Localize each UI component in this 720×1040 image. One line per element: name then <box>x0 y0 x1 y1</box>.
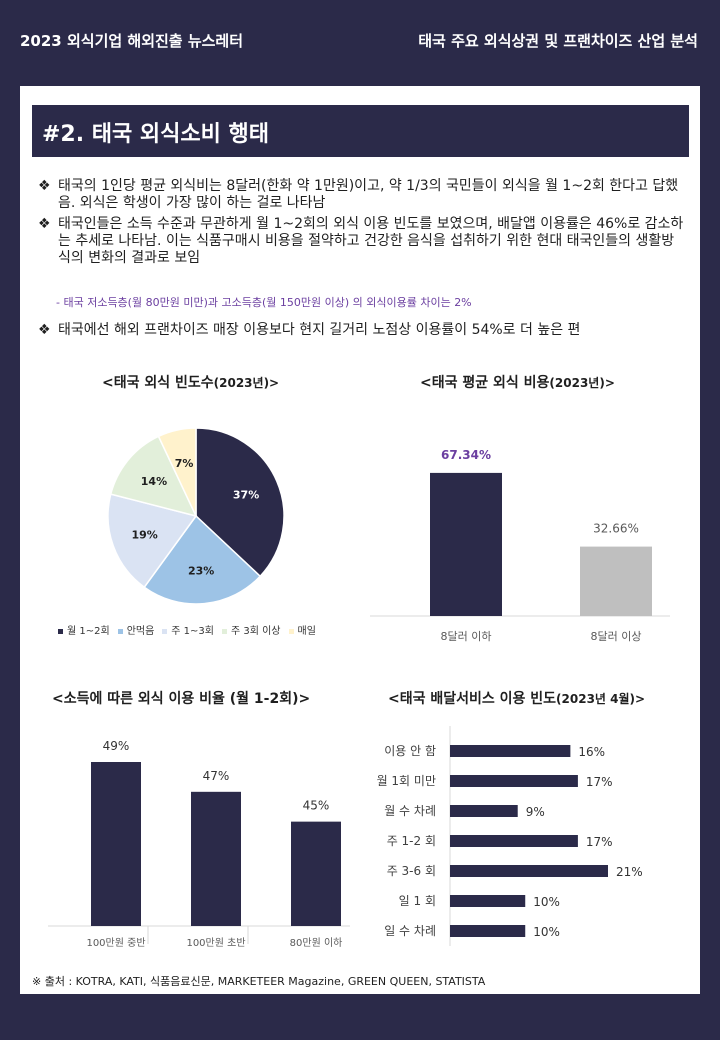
x-tick-label: 100만원 초반 <box>186 937 245 949</box>
income-bar-chart: 49% 100만원 중반 47% 100만원 초반 45% 80만원 이하 <box>48 739 350 949</box>
x-tick-label: 100만원 중반 <box>86 937 145 949</box>
legend-swatch <box>117 628 123 634</box>
y-tick-label: 월 수 차례 <box>384 804 436 818</box>
bar <box>430 472 502 616</box>
delivery-bar-chart: 이용 안 함 16% 월 1회 미만 17% 월 수 차례 9% 주 1-2 회 17% 주 3… <box>377 726 643 946</box>
diamond-bullet-icon: ❖ <box>38 178 51 194</box>
top-banner: 2023 외식기업 해외진출 뉴스레터 태국 주요 외식상권 및 프랜차이즈 산… <box>0 0 720 80</box>
pie-slice <box>107 493 198 589</box>
legend-swatch <box>162 628 168 634</box>
bar-value-label: 10% <box>533 895 560 909</box>
y-tick-label: 일 수 차례 <box>384 924 436 938</box>
pie-slice <box>195 427 285 578</box>
diamond-bullet-icon: ❖ <box>38 322 51 338</box>
bar <box>291 821 341 926</box>
bar-value-label: 32.66% <box>593 522 639 536</box>
bar <box>580 546 652 616</box>
newsletter-title: 2023 외식기업 해외진출 뉴스레터 <box>20 32 244 50</box>
bar <box>450 925 526 937</box>
pie-slice-label: 7% <box>175 457 194 470</box>
content-card: #2. 태국 외식소비 행태 ❖ 태국의 1인당 평균 외식비는 8달러(한화 … <box>20 86 700 994</box>
bar <box>450 805 518 817</box>
bar <box>450 775 578 787</box>
pie-legend: 월 1~2회 안먹음 주 1~3회 주 3회 이상 매일 <box>58 622 324 637</box>
legend-swatch <box>288 628 294 634</box>
bar-value-label: 17% <box>586 835 613 849</box>
cost-chart-title: <태국 평균 외식 비용(2023년)> <box>420 375 615 391</box>
section-title: #2. 태국 외식소비 행태 <box>32 105 689 157</box>
bar <box>450 895 526 907</box>
bullet-item: ❖ 태국의 1인당 평균 외식비는 8달러(한화 약 1만원)이고, 약 1/3… <box>38 178 686 212</box>
delivery-chart-title: <태국 배달서비스 이용 빈도(2023년 4월)> <box>388 691 646 707</box>
bar <box>91 762 141 926</box>
x-tick-label: 8달러 이하 <box>441 629 492 643</box>
x-tick-label: 8달러 이상 <box>591 630 642 643</box>
y-tick-label: 이용 안 함 <box>384 744 436 758</box>
pie-legend-item: 주 3회 이상 <box>221 626 281 637</box>
bar-value-label: 16% <box>578 745 605 759</box>
bar <box>450 745 571 757</box>
bullet-item: ❖ 태국에선 해외 프랜차이즈 매장 이용보다 현지 길거리 노점상 이용률이 … <box>38 322 686 343</box>
income-chart-title: <소득에 따른 외식 이용 비율 (월 1-2회)> <box>52 691 311 707</box>
bar-value-label: 10% <box>533 925 560 939</box>
legend-swatch <box>221 628 227 634</box>
income-note: - 태국 저소득층(월 80만원 미만)과 고소득층(월 150만원 이상) 의… <box>56 296 472 309</box>
cost-bar-chart: 67.34% 8달러 이하 32.66% 8달러 이상 <box>370 448 670 643</box>
pie-legend-item: 월 1~2회 <box>58 626 110 637</box>
bullet-list: ❖ 태국의 1인당 평균 외식비는 8달러(한화 약 1만원)이고, 약 1/3… <box>38 178 686 271</box>
pie-legend-item: 매일 <box>288 626 316 637</box>
y-tick-label: 주 1-2 회 <box>387 834 436 848</box>
pie-slice <box>157 427 197 517</box>
y-tick-label: 일 1 회 <box>399 894 436 908</box>
bar <box>450 865 608 877</box>
pie-slice-label: 14% <box>141 475 167 488</box>
pie-chart-title: <태국 외식 빈도수(2023년)> <box>102 375 280 391</box>
report-title: 태국 주요 외식상권 및 프랜차이즈 산업 분석 <box>418 32 698 50</box>
bullet-text: 태국의 1인당 평균 외식비는 8달러(한화 약 1만원)이고, 약 1/3의 … <box>58 178 679 211</box>
pie-chart: 37% 23% 19% 14% 7% <box>107 427 285 605</box>
bullet-text: 태국에선 해외 프랜차이즈 매장 이용보다 현지 길거리 노점상 이용률이 54… <box>58 322 581 338</box>
bar <box>191 791 241 926</box>
bar-value-label: 47% <box>203 769 230 783</box>
bar-value-label: 45% <box>303 799 330 813</box>
pie-slice-label: 37% <box>233 488 259 501</box>
pie-legend-item: 주 1~3회 <box>162 626 214 637</box>
diamond-bullet-icon: ❖ <box>38 216 51 232</box>
pie-legend-item: 안먹음 <box>117 626 154 637</box>
bar <box>450 835 578 847</box>
legend-swatch <box>58 628 63 634</box>
pie-slice <box>109 435 198 518</box>
bullet-item: ❖ 태국인들은 소득 수준과 무관하게 월 1~2회의 외식 이용 빈도를 보였… <box>38 216 686 267</box>
pie-slice <box>143 514 262 605</box>
bar-value-label: 49% <box>103 739 130 753</box>
bar-value-label: 17% <box>586 775 613 789</box>
pie-slice-label: 19% <box>131 528 157 541</box>
bar-value-label: 67.34% <box>441 448 491 462</box>
source-footer: ※ 출처 : KOTRA, KATI, 식품음료신문, MARKETEER Ma… <box>32 975 486 988</box>
y-tick-label: 주 3-6 회 <box>387 864 436 878</box>
bullet-text: 태국인들은 소득 수준과 무관하게 월 1~2회의 외식 이용 빈도를 보였으며… <box>58 216 684 266</box>
pie-slice-label: 23% <box>188 564 214 577</box>
y-tick-label: 월 1회 미만 <box>377 774 436 788</box>
bar-value-label: 9% <box>526 805 545 819</box>
bar-value-label: 21% <box>616 865 643 879</box>
x-tick-label: 80만원 이하 <box>290 936 343 949</box>
